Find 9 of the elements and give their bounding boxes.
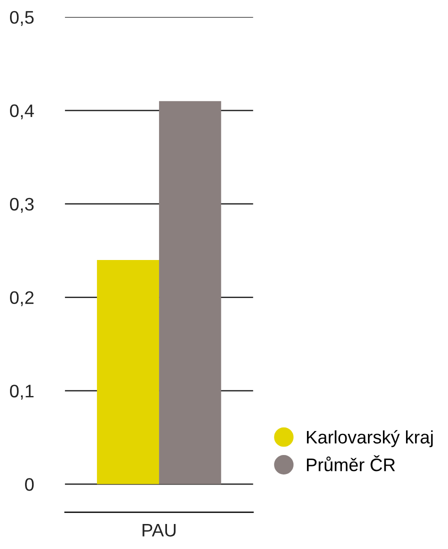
y-tick-label: 0,5: [10, 10, 34, 26]
y-tick-label: 0,2: [10, 291, 34, 306]
legend-label: Průměr ČR: [306, 455, 395, 472]
y-tick-label: 0,1: [10, 384, 34, 400]
y-tick-label: 0,3: [10, 198, 34, 213]
y-tick-label: 0,4: [10, 104, 34, 120]
y-tick-label: 0: [25, 478, 34, 491]
legend-label: Karlovarský kraj: [306, 430, 433, 448]
x-tick-label: PAU: [142, 524, 176, 537]
